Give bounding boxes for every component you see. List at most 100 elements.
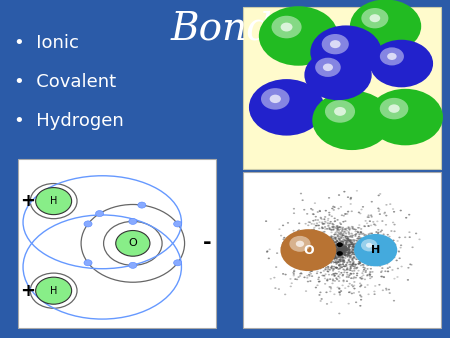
Circle shape <box>318 251 320 252</box>
Circle shape <box>287 250 289 251</box>
Circle shape <box>343 271 346 273</box>
Circle shape <box>341 249 343 251</box>
Circle shape <box>332 238 334 240</box>
Circle shape <box>336 254 338 256</box>
Circle shape <box>370 224 372 226</box>
Circle shape <box>362 261 364 263</box>
Circle shape <box>293 269 295 271</box>
Circle shape <box>287 241 289 242</box>
Circle shape <box>306 275 309 276</box>
Circle shape <box>340 264 342 266</box>
Circle shape <box>346 249 348 251</box>
Circle shape <box>365 270 367 271</box>
Circle shape <box>398 250 400 252</box>
Circle shape <box>344 257 346 259</box>
Circle shape <box>334 238 337 240</box>
Circle shape <box>378 243 381 245</box>
Circle shape <box>319 260 321 261</box>
Circle shape <box>341 249 343 251</box>
Circle shape <box>330 301 333 303</box>
Circle shape <box>340 290 342 292</box>
Circle shape <box>341 253 343 255</box>
Circle shape <box>351 226 353 227</box>
Circle shape <box>309 253 311 255</box>
Circle shape <box>364 262 366 264</box>
Circle shape <box>326 245 328 247</box>
Circle shape <box>341 251 343 253</box>
Circle shape <box>320 260 323 262</box>
Circle shape <box>330 245 332 247</box>
Circle shape <box>342 251 344 252</box>
Circle shape <box>338 288 341 290</box>
Circle shape <box>317 237 319 239</box>
Circle shape <box>334 256 337 258</box>
Circle shape <box>315 252 318 254</box>
Circle shape <box>336 248 338 250</box>
Circle shape <box>345 243 347 245</box>
Circle shape <box>303 248 305 249</box>
Circle shape <box>333 228 335 230</box>
Circle shape <box>338 292 341 293</box>
Circle shape <box>360 265 362 266</box>
Circle shape <box>342 240 344 242</box>
Circle shape <box>334 254 336 256</box>
Circle shape <box>349 245 351 246</box>
Circle shape <box>351 236 354 238</box>
Circle shape <box>306 243 308 244</box>
Circle shape <box>324 216 326 218</box>
Circle shape <box>366 268 369 270</box>
Circle shape <box>375 243 378 245</box>
Circle shape <box>338 277 341 279</box>
Circle shape <box>334 255 337 257</box>
Circle shape <box>354 249 356 250</box>
Circle shape <box>344 270 346 271</box>
Circle shape <box>350 265 352 267</box>
Circle shape <box>282 224 284 226</box>
Circle shape <box>320 233 323 234</box>
Circle shape <box>338 261 340 263</box>
Circle shape <box>344 239 346 241</box>
Circle shape <box>344 287 346 289</box>
Circle shape <box>315 225 317 226</box>
Circle shape <box>318 255 320 257</box>
Circle shape <box>364 234 367 236</box>
Circle shape <box>364 220 367 222</box>
Circle shape <box>315 255 318 257</box>
Circle shape <box>352 226 354 228</box>
Circle shape <box>342 247 344 248</box>
Circle shape <box>343 248 345 249</box>
Circle shape <box>297 246 299 248</box>
Circle shape <box>340 249 342 251</box>
Circle shape <box>324 268 327 270</box>
Circle shape <box>351 211 353 212</box>
Circle shape <box>332 249 334 251</box>
Circle shape <box>335 246 337 248</box>
Circle shape <box>396 240 399 242</box>
Circle shape <box>338 247 340 249</box>
Circle shape <box>346 267 348 269</box>
Circle shape <box>344 236 346 238</box>
Circle shape <box>340 258 342 260</box>
Circle shape <box>340 249 342 251</box>
Circle shape <box>350 251 352 253</box>
Circle shape <box>356 231 359 232</box>
Circle shape <box>349 263 351 265</box>
Circle shape <box>352 265 354 267</box>
Circle shape <box>349 241 351 242</box>
Circle shape <box>379 213 381 215</box>
Circle shape <box>368 225 370 227</box>
Circle shape <box>331 229 333 231</box>
Circle shape <box>338 242 341 244</box>
Circle shape <box>400 247 402 248</box>
Circle shape <box>388 236 391 238</box>
Circle shape <box>348 256 351 258</box>
Circle shape <box>334 261 336 263</box>
Circle shape <box>335 267 338 269</box>
Circle shape <box>341 246 343 248</box>
Circle shape <box>323 254 325 256</box>
Circle shape <box>318 281 320 283</box>
Circle shape <box>348 260 350 261</box>
Circle shape <box>342 249 344 250</box>
Circle shape <box>339 250 341 251</box>
Circle shape <box>340 249 342 251</box>
